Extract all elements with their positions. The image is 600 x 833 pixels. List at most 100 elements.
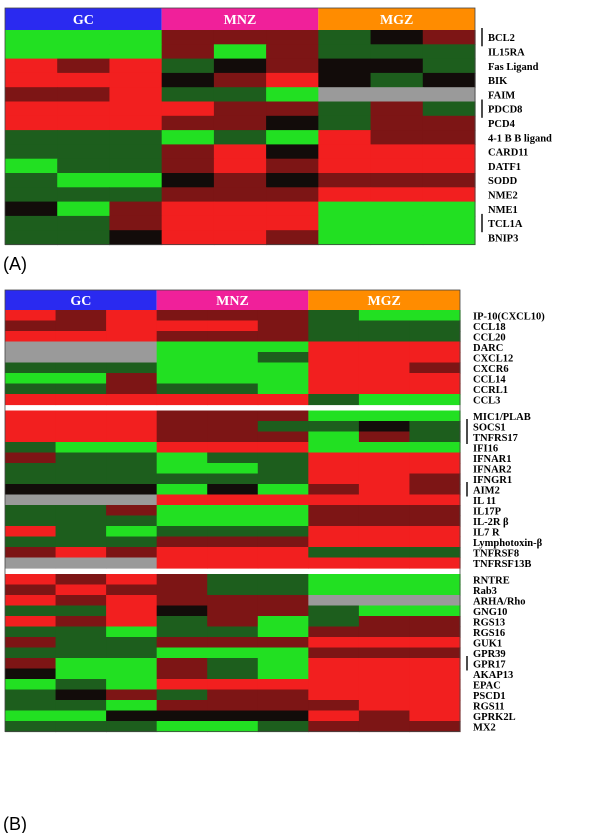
heatmap-cell bbox=[308, 616, 360, 628]
heatmap-cell bbox=[5, 605, 57, 617]
heatmap-cell bbox=[207, 463, 259, 475]
gene-label: CCL18 bbox=[473, 322, 506, 333]
heatmap-cell bbox=[156, 700, 208, 712]
heatmap-cell bbox=[5, 626, 57, 638]
heatmap-cell bbox=[207, 484, 259, 496]
heatmap-cell bbox=[409, 647, 461, 659]
heatmap-cell bbox=[5, 679, 57, 691]
heatmap-cell bbox=[156, 341, 208, 353]
heatmap-cell bbox=[370, 101, 424, 117]
heatmap-cell bbox=[109, 58, 163, 74]
heatmap-cell bbox=[308, 421, 360, 433]
heatmap-cell bbox=[308, 637, 360, 649]
heatmap-cell bbox=[207, 494, 259, 506]
gene-label: RNTRE bbox=[473, 575, 510, 586]
heatmap-cell bbox=[370, 230, 424, 246]
heatmap-cell bbox=[409, 442, 461, 454]
heatmap-cell bbox=[370, 44, 424, 60]
heatmap-cell bbox=[257, 383, 309, 395]
heatmap-cell bbox=[5, 463, 57, 475]
heatmap-cell bbox=[207, 421, 259, 433]
heatmap-cell bbox=[308, 658, 360, 670]
heatmap-cell bbox=[5, 484, 57, 496]
heatmap-cell bbox=[257, 505, 309, 517]
heatmap-cell bbox=[409, 452, 461, 464]
heatmap-cell bbox=[161, 215, 215, 231]
heatmap-cell bbox=[266, 44, 319, 60]
heatmap-cell bbox=[55, 584, 107, 596]
heatmap-cell bbox=[156, 320, 208, 332]
heatmap-cell bbox=[156, 595, 208, 607]
heatmap-cell bbox=[308, 362, 360, 374]
heatmap-cell bbox=[409, 383, 461, 395]
gene-label: Lymphotoxin-β bbox=[473, 538, 543, 549]
heatmap-cell bbox=[266, 230, 319, 246]
heatmap-cell bbox=[106, 626, 158, 638]
heatmap-cell bbox=[370, 130, 424, 145]
gene-label: IFNAR2 bbox=[473, 464, 512, 475]
heatmap-cell bbox=[156, 515, 208, 527]
gene-label: PDCD8 bbox=[488, 105, 522, 116]
heatmap-cell bbox=[207, 710, 259, 722]
heatmap-cell bbox=[257, 668, 309, 680]
heatmap-cell bbox=[55, 494, 107, 506]
heatmap-cell bbox=[358, 605, 411, 617]
heatmap-cell bbox=[257, 442, 309, 454]
gene-label: TCL1A bbox=[488, 219, 523, 230]
heatmap-cell bbox=[207, 595, 259, 607]
gene-label: NME2 bbox=[488, 190, 518, 201]
heatmap-cell bbox=[318, 101, 372, 117]
heatmap-cell bbox=[308, 331, 360, 343]
heatmap-cell bbox=[358, 721, 411, 733]
gene-label: PSCD1 bbox=[473, 691, 506, 702]
heatmap-cell bbox=[5, 30, 58, 45]
heatmap-cell bbox=[308, 700, 360, 712]
heatmap-cell bbox=[207, 341, 259, 353]
gene-label: 4-1 B B ligand bbox=[488, 133, 552, 144]
heatmap-cell bbox=[5, 383, 57, 395]
heatmap-cell bbox=[358, 421, 411, 433]
heatmap-cell bbox=[409, 637, 461, 649]
heatmap-cell bbox=[106, 505, 158, 517]
heatmap-cell bbox=[156, 431, 208, 443]
heatmap-cell bbox=[358, 526, 411, 538]
heatmap-cell bbox=[55, 442, 107, 454]
heatmap-cell bbox=[318, 115, 372, 131]
heatmap-cell bbox=[257, 463, 309, 475]
heatmap-cell bbox=[156, 679, 208, 691]
heatmap-cell bbox=[5, 341, 57, 353]
heatmap-cell bbox=[207, 616, 259, 628]
heatmap-cell bbox=[109, 201, 163, 217]
heatmap-cell bbox=[266, 144, 319, 160]
heatmap-cell bbox=[57, 115, 111, 131]
heatmap-cell bbox=[5, 442, 57, 454]
heatmap-cell bbox=[156, 362, 208, 374]
heatmap-cell bbox=[5, 410, 57, 422]
heatmap-cell bbox=[422, 230, 476, 246]
heatmap-cell bbox=[5, 362, 57, 374]
heatmap-cell bbox=[106, 394, 158, 406]
heatmap-cell bbox=[266, 201, 319, 217]
heatmap-cell bbox=[106, 494, 158, 506]
heatmap-cell bbox=[106, 616, 158, 628]
heatmap-cell bbox=[257, 647, 309, 659]
heatmap-cell bbox=[257, 362, 309, 374]
heatmap-cell bbox=[161, 158, 215, 174]
panel-label: (B) bbox=[3, 814, 27, 833]
heatmap-cell bbox=[409, 616, 461, 628]
heatmap-cell bbox=[156, 494, 208, 506]
heatmap-cell bbox=[257, 526, 309, 538]
heatmap-cell bbox=[422, 144, 476, 160]
heatmap-cell bbox=[5, 700, 57, 712]
heatmap-cell bbox=[57, 130, 111, 145]
heatmap-cell bbox=[109, 72, 163, 88]
heatmap-cell bbox=[257, 710, 309, 722]
heatmap-cell bbox=[5, 536, 57, 548]
heatmap-cell bbox=[257, 626, 309, 638]
gene-label: CCRL1 bbox=[473, 385, 508, 396]
heatmap-cell bbox=[213, 187, 267, 203]
panel-label: (A) bbox=[3, 254, 27, 274]
heatmap-cell bbox=[5, 421, 57, 433]
heatmap-cell bbox=[308, 679, 360, 691]
heatmap-cell bbox=[5, 331, 57, 343]
